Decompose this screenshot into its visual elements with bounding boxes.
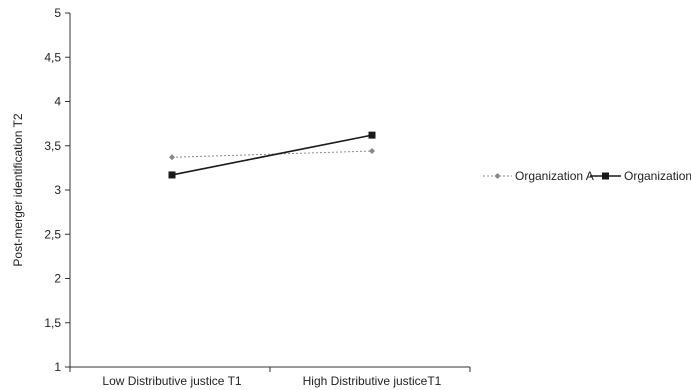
legend-marker (602, 172, 609, 180)
legend-item: Organization A (483, 169, 594, 183)
legend-label: Organization B (624, 169, 691, 183)
y-axis-label: Post-merger identification T2 (11, 113, 25, 267)
legend: Organization A Organization B (483, 169, 691, 183)
y-tick-label: 4 (54, 95, 61, 109)
y-tick-label: 5 (54, 6, 61, 20)
y-tick-label: 1,5 (44, 316, 61, 330)
x-tick-label: High Distributive justiceT1 (303, 374, 442, 388)
series-organization-b (168, 131, 376, 179)
data-point (369, 148, 375, 155)
y-tick-label: 3 (54, 183, 61, 197)
x-axis: Low Distributive justice T1 High Distribu… (69, 366, 471, 388)
y-tick-label: 2,5 (44, 227, 61, 241)
legend-label: Organization A (515, 169, 594, 183)
series-layer (168, 131, 376, 179)
y-tick-label: 1 (54, 360, 61, 374)
series-line (171, 134, 373, 176)
series-organization-a (169, 148, 375, 161)
legend-item: Organization B (590, 169, 691, 183)
y-axis: 1 1,5 2 2,5 3 3,5 4 4,5 5 (44, 6, 71, 374)
y-tick-label: 4,5 (44, 50, 61, 64)
series-line (171, 150, 373, 158)
data-point (168, 171, 176, 179)
y-tick-label: 2 (54, 272, 61, 286)
data-point (169, 154, 175, 161)
x-tick-label: Low Distributive justice T1 (102, 374, 241, 388)
data-point (368, 131, 376, 139)
y-tick-label: 3,5 (44, 139, 61, 153)
legend-marker (494, 173, 501, 179)
